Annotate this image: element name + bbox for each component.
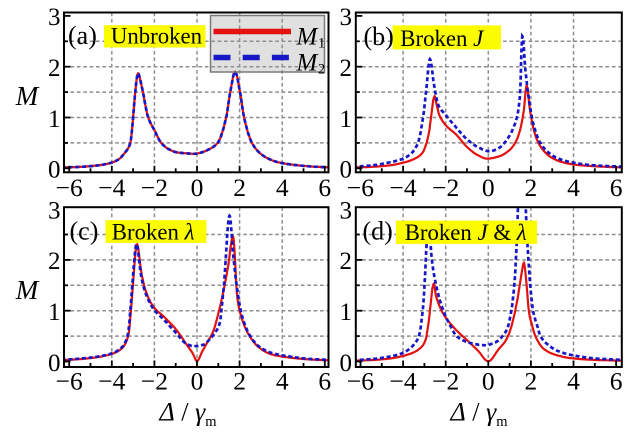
svg-text:Unbroken: Unbroken	[111, 24, 203, 49]
svg-text:−4: −4	[390, 173, 417, 202]
svg-text:−2: −2	[141, 367, 168, 396]
svg-text:(b): (b)	[364, 22, 394, 51]
svg-text:0: 0	[482, 173, 495, 202]
svg-text:2: 2	[525, 173, 538, 202]
svg-text:−2: −2	[141, 173, 168, 202]
svg-text:−4: −4	[98, 173, 125, 202]
svg-text:(c): (c)	[70, 216, 99, 245]
svg-text:Broken J & λ: Broken J & λ	[405, 220, 527, 245]
svg-text:2: 2	[318, 61, 325, 77]
svg-text:1: 1	[48, 106, 61, 133]
svg-text:4: 4	[276, 173, 289, 202]
svg-text:−6: −6	[56, 367, 83, 396]
svg-text:6: 6	[610, 367, 623, 396]
svg-text:−4: −4	[390, 367, 417, 396]
svg-text:1: 1	[340, 106, 353, 133]
svg-text:1: 1	[48, 299, 61, 326]
svg-text:0: 0	[48, 157, 61, 184]
svg-text:6: 6	[318, 173, 331, 202]
svg-text:0: 0	[482, 367, 495, 396]
svg-text:−6: −6	[347, 367, 374, 396]
svg-text:4: 4	[567, 367, 580, 396]
svg-text:3: 3	[340, 4, 353, 31]
svg-text:2: 2	[233, 173, 246, 202]
svg-text:0: 0	[48, 350, 61, 377]
svg-text:6: 6	[318, 367, 331, 396]
svg-text:M: M	[15, 81, 40, 111]
svg-text:0: 0	[191, 173, 204, 202]
svg-text:2: 2	[48, 55, 61, 82]
svg-text:0: 0	[340, 157, 353, 184]
svg-text:3: 3	[340, 197, 353, 224]
svg-text:6: 6	[610, 173, 623, 202]
svg-text:2: 2	[340, 248, 353, 275]
svg-text:−2: −2	[432, 173, 459, 202]
svg-text:M: M	[296, 49, 319, 76]
svg-text:0: 0	[191, 367, 204, 396]
svg-text:0: 0	[340, 350, 353, 377]
svg-text:−6: −6	[56, 173, 83, 202]
svg-text:4: 4	[276, 367, 289, 396]
svg-text:2: 2	[233, 367, 246, 396]
svg-text:Broken J: Broken J	[400, 26, 485, 51]
svg-text:(d): (d)	[363, 217, 393, 246]
svg-text:1: 1	[340, 299, 353, 326]
svg-text:4: 4	[567, 173, 580, 202]
svg-text:M: M	[296, 23, 319, 50]
svg-text:2: 2	[48, 248, 61, 275]
svg-text:3: 3	[48, 197, 61, 224]
svg-text:2: 2	[340, 55, 353, 82]
svg-text:Broken λ: Broken λ	[112, 219, 195, 244]
svg-text:−4: −4	[98, 367, 125, 396]
svg-text:2: 2	[525, 367, 538, 396]
svg-text:−2: −2	[432, 367, 459, 396]
svg-text:(a): (a)	[68, 21, 97, 50]
svg-text:−6: −6	[347, 173, 374, 202]
svg-text:M: M	[15, 275, 40, 305]
svg-text:3: 3	[48, 4, 61, 31]
svg-text:1: 1	[318, 35, 325, 51]
